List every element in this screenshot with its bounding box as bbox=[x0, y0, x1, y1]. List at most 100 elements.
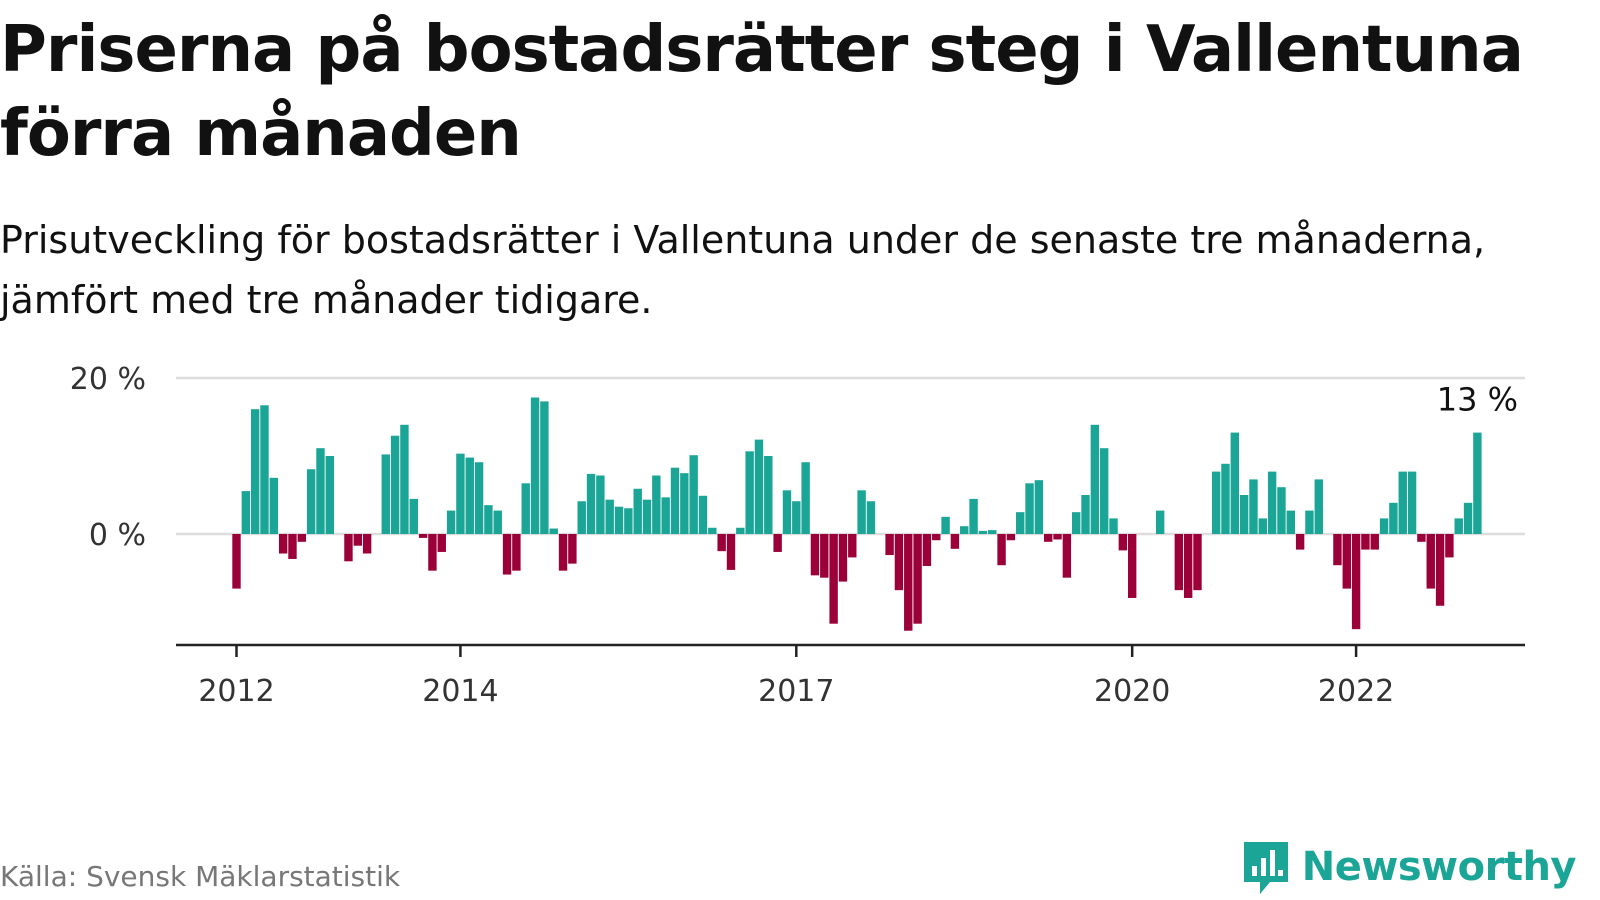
bar bbox=[428, 534, 437, 571]
bar bbox=[1053, 534, 1062, 540]
bar bbox=[773, 534, 782, 552]
bar bbox=[1239, 495, 1249, 534]
bar bbox=[1230, 432, 1240, 534]
bar bbox=[969, 498, 978, 534]
bar bbox=[792, 501, 801, 534]
bar bbox=[278, 534, 288, 554]
bar bbox=[997, 534, 1006, 566]
bar bbox=[353, 534, 362, 546]
bar bbox=[288, 534, 297, 559]
chart-subtitle: Prisutveckling för bostadsrätter i Valle… bbox=[0, 218, 1486, 322]
bar bbox=[978, 530, 988, 534]
bar bbox=[390, 435, 400, 534]
bar bbox=[306, 469, 316, 534]
bar bbox=[642, 499, 652, 534]
bar bbox=[456, 453, 465, 534]
bar bbox=[1221, 463, 1230, 534]
x-tick-label: 2020 bbox=[1094, 674, 1170, 709]
bar-chart: 0 % 20 % 2012 2014 2017 2020 2022 13 % bbox=[70, 362, 1525, 709]
newsworthy-logo-icon bbox=[1243, 842, 1288, 894]
bar bbox=[922, 534, 932, 566]
bar bbox=[708, 527, 717, 534]
bar bbox=[1314, 479, 1323, 534]
bar bbox=[689, 455, 698, 534]
brand-logo[interactable]: Newsworthy bbox=[1240, 838, 1577, 896]
bar bbox=[857, 490, 866, 534]
bar bbox=[437, 534, 446, 552]
bar bbox=[521, 483, 530, 534]
bar bbox=[988, 530, 997, 534]
bar bbox=[913, 534, 922, 624]
bar bbox=[820, 534, 829, 578]
bar bbox=[1389, 502, 1398, 534]
bar bbox=[1258, 518, 1267, 534]
axis-layer: 2012 2014 2017 2020 2022 bbox=[176, 643, 1525, 709]
label-layer: 13 % bbox=[1437, 381, 1518, 419]
bar bbox=[1295, 534, 1305, 550]
bar bbox=[409, 498, 418, 534]
bar bbox=[502, 534, 512, 575]
bar bbox=[838, 534, 848, 582]
bar bbox=[1034, 480, 1044, 534]
bar bbox=[1342, 534, 1351, 589]
bar bbox=[764, 456, 773, 534]
bar bbox=[633, 488, 642, 534]
bar bbox=[558, 534, 568, 571]
bar bbox=[1016, 512, 1025, 534]
bar bbox=[1435, 534, 1445, 606]
bar bbox=[1379, 518, 1389, 534]
bar bbox=[1426, 534, 1435, 589]
bar bbox=[362, 534, 372, 554]
x-tick-label: 2017 bbox=[758, 674, 834, 709]
bar bbox=[1127, 534, 1137, 598]
bar bbox=[344, 534, 353, 562]
bar bbox=[782, 490, 792, 534]
bar bbox=[484, 505, 493, 534]
bar bbox=[1333, 534, 1342, 566]
bar bbox=[904, 534, 913, 631]
bar bbox=[848, 534, 857, 558]
bar bbox=[1305, 510, 1314, 534]
bar bbox=[530, 397, 540, 534]
bar bbox=[950, 534, 960, 549]
bar bbox=[250, 409, 260, 534]
bar bbox=[1090, 424, 1100, 534]
bar bbox=[1277, 487, 1286, 534]
bar bbox=[1463, 502, 1473, 534]
bar bbox=[1211, 471, 1221, 534]
bar bbox=[754, 439, 764, 534]
y-tick-label: 20 % bbox=[70, 362, 146, 397]
bar bbox=[260, 405, 269, 534]
bar bbox=[577, 501, 586, 534]
bar bbox=[941, 516, 950, 534]
bar bbox=[232, 534, 241, 589]
bar bbox=[1445, 534, 1454, 558]
chart-title: Priserna på bostadsrätter steg i Vallent… bbox=[0, 13, 1524, 171]
bar bbox=[1286, 510, 1295, 534]
bar bbox=[596, 475, 605, 534]
bar bbox=[1407, 471, 1417, 534]
bar bbox=[1062, 534, 1072, 578]
bar bbox=[670, 467, 680, 534]
bar bbox=[465, 457, 474, 534]
bar bbox=[652, 475, 661, 534]
bar bbox=[1473, 432, 1482, 534]
bar bbox=[1044, 534, 1053, 542]
y-tick-label: 0 % bbox=[89, 518, 146, 553]
x-tick-label: 2022 bbox=[1318, 674, 1394, 709]
source-note: Källa: Svensk Mäklarstatistik bbox=[0, 860, 401, 893]
bar bbox=[549, 528, 558, 534]
bar bbox=[1072, 512, 1081, 534]
bar bbox=[1267, 471, 1277, 534]
bar bbox=[1099, 448, 1109, 534]
bar bbox=[316, 448, 325, 534]
bar bbox=[1361, 534, 1370, 550]
bar bbox=[446, 510, 456, 534]
bar-layer bbox=[232, 397, 1482, 631]
bar bbox=[1398, 471, 1407, 534]
bar bbox=[1025, 483, 1034, 534]
bar bbox=[885, 534, 894, 556]
bar bbox=[1193, 534, 1202, 591]
bar bbox=[894, 534, 904, 591]
bar bbox=[745, 451, 754, 534]
